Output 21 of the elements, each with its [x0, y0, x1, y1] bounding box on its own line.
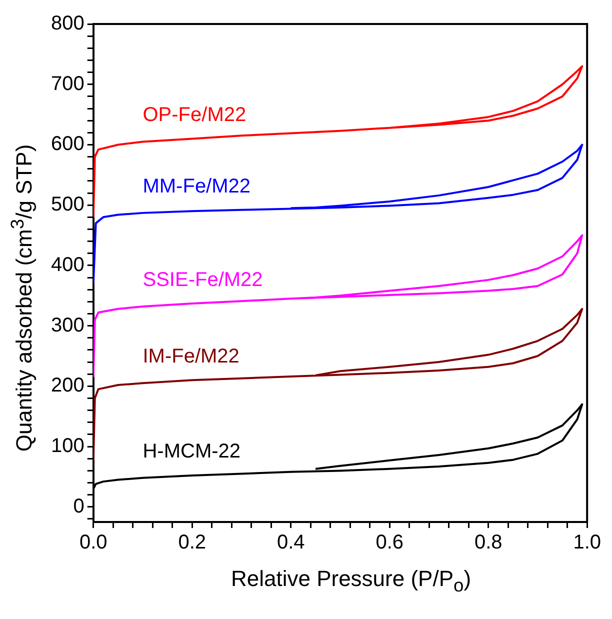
x-tick-label: 0.0 — [79, 532, 108, 554]
y-tick-label: 200 — [50, 374, 84, 397]
series-label: OP-Fe/M22 — [142, 104, 246, 126]
y-tick-label: 0 — [73, 495, 84, 518]
y-tick-label: 600 — [50, 133, 84, 156]
x-tick-label: 0.6 — [376, 532, 404, 554]
y-tick-label: 800 — [50, 12, 84, 35]
x-tick-label: 0.2 — [178, 532, 206, 554]
x-tick-label: 0.4 — [276, 532, 305, 554]
y-tick-label: 300 — [50, 314, 84, 336]
series-label: SSIE-Fe/M22 — [142, 269, 263, 292]
y-tick-label: 500 — [50, 194, 84, 216]
series-label: IM-Fe/M22 — [142, 346, 240, 368]
series-label: MM-Fe/M22 — [142, 175, 251, 198]
x-axis-title: Relative Pressure (P/P$_{o}$) — [230, 566, 472, 596]
y-tick-label: 100 — [50, 435, 84, 458]
x-tick-label: 1.0 — [573, 532, 602, 554]
y-tick-label: 700 — [50, 72, 84, 95]
x-tick-label: 0.8 — [474, 532, 502, 554]
series-label: H-MCM-22 — [142, 440, 241, 462]
y-tick-label: 400 — [50, 254, 84, 276]
